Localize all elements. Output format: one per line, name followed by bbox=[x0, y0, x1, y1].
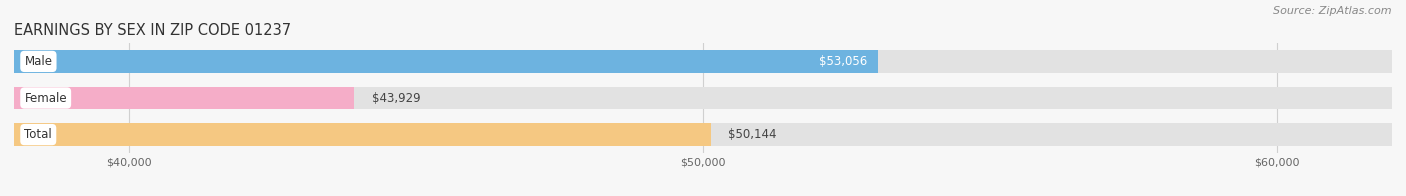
Text: $50,144: $50,144 bbox=[728, 128, 778, 141]
Bar bbox=[14, 50, 879, 73]
Text: Male: Male bbox=[24, 55, 52, 68]
Bar bbox=[14, 123, 711, 146]
Text: EARNINGS BY SEX IN ZIP CODE 01237: EARNINGS BY SEX IN ZIP CODE 01237 bbox=[14, 23, 291, 38]
Text: $53,056: $53,056 bbox=[818, 55, 868, 68]
Text: Source: ZipAtlas.com: Source: ZipAtlas.com bbox=[1274, 6, 1392, 16]
Text: Total: Total bbox=[24, 128, 52, 141]
Bar bbox=[14, 87, 354, 109]
Bar bbox=[14, 87, 1392, 109]
Text: $43,929: $43,929 bbox=[371, 92, 420, 104]
Bar bbox=[14, 123, 1392, 146]
Bar bbox=[14, 50, 1392, 73]
Text: Female: Female bbox=[24, 92, 67, 104]
